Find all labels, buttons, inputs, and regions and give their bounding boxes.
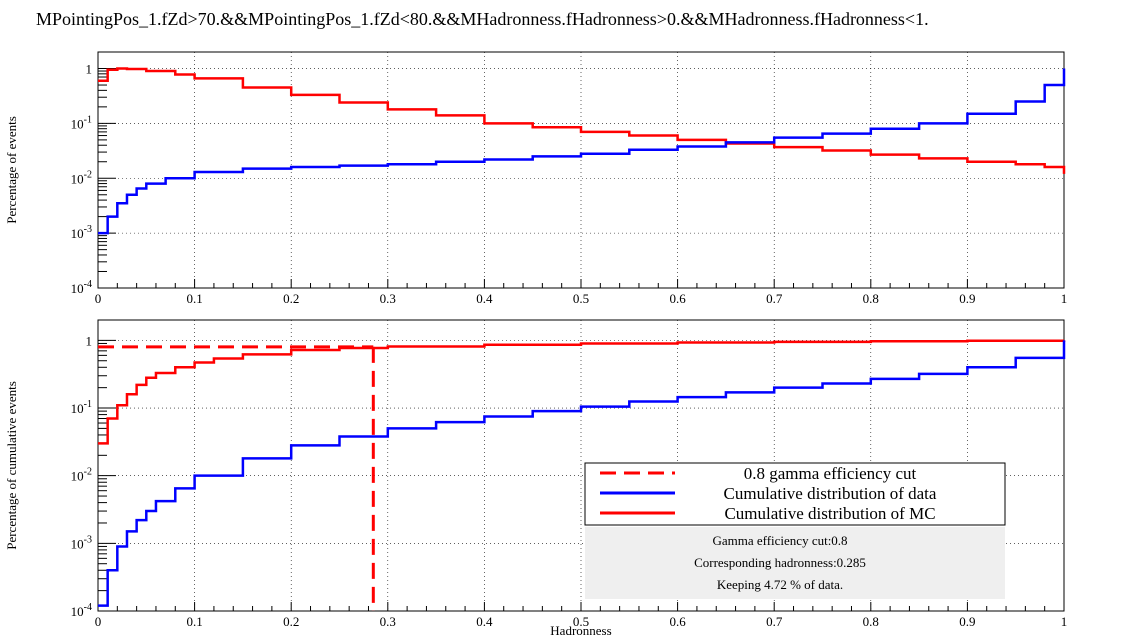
x-tick-label: 0.6 [669,291,686,306]
legend-label: Cumulative distribution of data [724,484,937,503]
x-tick-label: 1 [1061,291,1068,306]
x-axis-label: Hadronness [550,623,611,638]
series-line [98,68,1066,235]
top-panel: 0 0.1 0.2 0.3 0.4 0.5 0.6 0.7 0.8 0.9 1 10-4 10-3 10-… [4,51,1068,306]
stats-line: Corresponding hadronness:0.285 [694,555,866,570]
x-tick-label: 0.1 [186,291,202,306]
y-axis-label: Percentage of cumulative events [4,381,19,550]
x-tick-label: 0.5 [573,291,589,306]
x-tick-label: 0.3 [380,614,396,629]
y-tick-label: 10-3 [71,534,92,551]
x-tick-label: 0.1 [186,614,202,629]
x-tick-label: 0.5 [573,614,589,629]
x-tick-label: 0.7 [766,291,783,306]
y-tick-label: 1 [86,62,93,77]
x-tick-label: 0.7 [766,614,783,629]
x-tick-label: 0.2 [283,614,299,629]
series-line [98,340,1066,607]
stats-line: Keeping 4.72 % of data. [717,577,843,592]
series-line [98,339,1066,445]
x-tick-label: 0.3 [380,291,396,306]
x-tick-label: 0.9 [959,291,975,306]
x-tick-label: 1 [1061,614,1068,629]
x-tick-label: 0.6 [669,614,686,629]
x-tick-label: 0.2 [283,291,299,306]
y-tick-label: 10-1 [71,399,92,416]
y-tick-label: 10-4 [71,602,92,619]
y-tick-label: 10-2 [71,467,92,484]
stats-line: Gamma efficiency cut:0.8 [712,533,847,548]
series-line [98,67,1066,174]
stats-box [585,527,1005,599]
legend-label: Cumulative distribution of MC [724,504,935,523]
chart-title: MPointingPos_1.fZd>70.&&MPointingPos_1.f… [36,9,929,29]
y-tick-label: 10-1 [71,114,92,131]
y-tick-label: 10-2 [71,169,92,186]
x-tick-label: 0.4 [476,291,493,306]
x-tick-label: 0 [95,614,102,629]
legend-label: 0.8 gamma efficiency cut [744,464,917,483]
x-tick-label: 0 [95,291,102,306]
x-tick-label: 0.8 [863,291,879,306]
x-tick-label: 0.8 [863,614,879,629]
y-tick-label: 1 [86,333,93,348]
y-tick-label: 10-4 [71,279,92,296]
x-tick-label: 0.9 [959,614,975,629]
y-tick-label: 10-3 [71,224,92,241]
bottom-panel: 0 0.1 0.2 0.3 0.4 0.5 0.6 0.7 0.8 0.9 1 10-4 10-3 10-… [4,319,1068,638]
y-axis-label: Percentage of events [4,116,19,224]
x-tick-label: 0.4 [476,614,493,629]
